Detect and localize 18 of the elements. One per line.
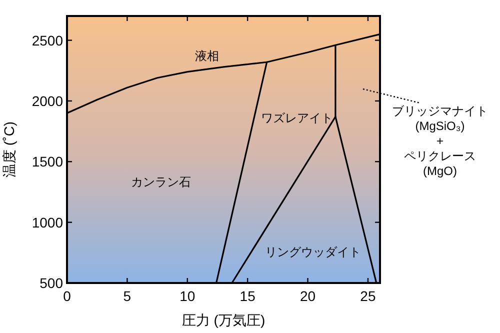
x-tick-label: 5 xyxy=(123,288,132,304)
y-axis-title: 温度 (˚C) xyxy=(1,122,17,178)
text: ブリッジマナイト (MgSiO₃) + ペリクレース (MgO) xyxy=(392,104,488,178)
y-tick-label: 500 xyxy=(40,275,64,291)
x-axis-title: 圧力 (万気圧) xyxy=(182,312,266,328)
x-tick-label: 20 xyxy=(300,288,316,304)
annotation: リングウッダイト xyxy=(265,245,361,259)
x-tick-label: 15 xyxy=(240,288,256,304)
annotation: カンラン石 xyxy=(131,175,191,189)
y-tick-label: 1000 xyxy=(32,214,64,230)
x-tick-label: 25 xyxy=(360,288,376,304)
x-tick-label: 10 xyxy=(180,288,196,304)
y-tick-label: 2000 xyxy=(32,92,64,109)
annotation: ワズレアイト xyxy=(261,111,333,125)
y-tick-label: 1500 xyxy=(32,154,64,170)
y-tick-label: 2500 xyxy=(32,32,64,48)
x-tick-label: 0 xyxy=(63,288,72,304)
annotation: 液相 xyxy=(195,49,219,63)
